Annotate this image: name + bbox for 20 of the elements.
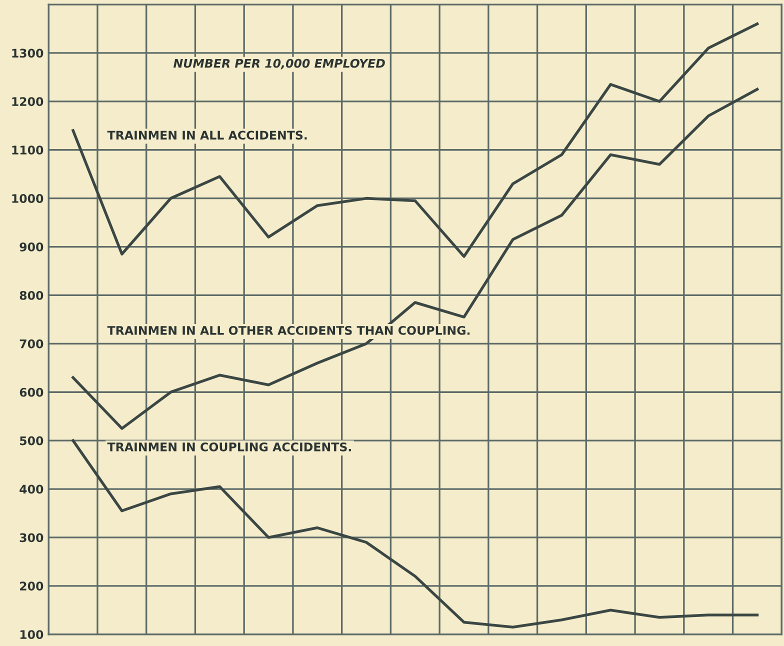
y-tick-label: 1300: [12, 48, 44, 58]
text: TRAINMEN IN ALL ACCIDENTS.: [107, 130, 307, 140]
series-label: TRAINMEN IN COUPLING ACCIDENTS.: [107, 442, 351, 452]
y-tick-label: 1100: [12, 146, 44, 155]
y-tick-label: 1200: [12, 97, 44, 106]
y-tick-label: 500: [20, 436, 44, 446]
y-tick-label: 300: [20, 533, 44, 542]
y-tick-label: 900: [20, 242, 44, 252]
y-tick-label: 100: [20, 630, 44, 640]
line-series: [72, 88, 759, 430]
series-label: TRAINMEN IN ALL OTHER ACCIDENTS THAN COUPLING.: [107, 326, 470, 335]
text: NUMBER PER 10,000 EMPLOYED: [173, 58, 385, 70]
y-tick-label: 700: [20, 339, 44, 348]
y-tick-label: 1000: [12, 194, 44, 203]
line-series: [72, 22, 759, 258]
y-tick-label: 200: [20, 582, 44, 591]
y-tick-label: 400: [20, 484, 44, 494]
line-series: [72, 439, 759, 628]
y-tick-label: 800: [20, 290, 44, 300]
y-tick-label: 600: [20, 388, 44, 397]
